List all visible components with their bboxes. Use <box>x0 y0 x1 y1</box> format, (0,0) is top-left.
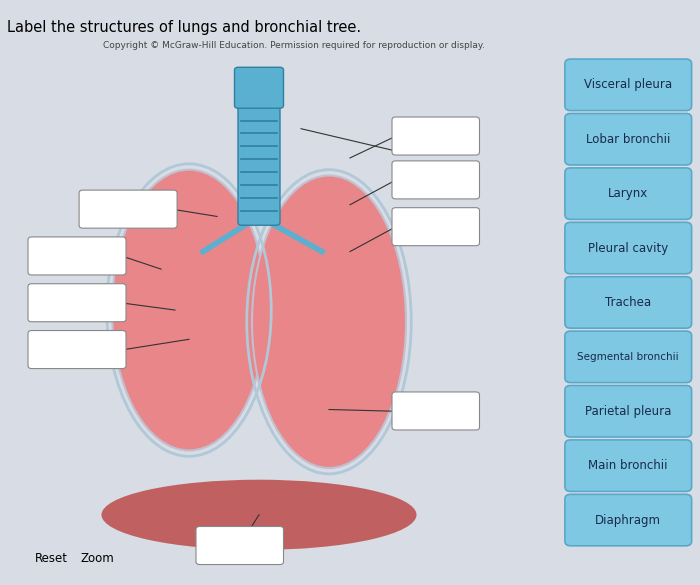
Ellipse shape <box>102 480 416 550</box>
Text: Pleural cavity: Pleural cavity <box>588 242 668 254</box>
Text: Zoom: Zoom <box>80 552 114 565</box>
FancyBboxPatch shape <box>565 222 692 274</box>
FancyBboxPatch shape <box>565 331 692 383</box>
Ellipse shape <box>112 170 266 450</box>
FancyBboxPatch shape <box>28 284 126 322</box>
Text: Parietal pleura: Parietal pleura <box>585 405 671 418</box>
FancyBboxPatch shape <box>28 237 126 275</box>
FancyBboxPatch shape <box>28 331 126 369</box>
Text: Label the structures of lungs and bronchial tree.: Label the structures of lungs and bronch… <box>7 20 361 36</box>
Text: Lobar bronchii: Lobar bronchii <box>586 133 671 146</box>
Text: Copyright © McGraw-Hill Education. Permission required for reproduction or displ: Copyright © McGraw-Hill Education. Permi… <box>103 41 485 50</box>
FancyBboxPatch shape <box>392 208 480 246</box>
FancyBboxPatch shape <box>565 59 692 111</box>
FancyBboxPatch shape <box>565 494 692 546</box>
FancyBboxPatch shape <box>565 113 692 165</box>
FancyBboxPatch shape <box>392 117 480 155</box>
Text: Segmental bronchii: Segmental bronchii <box>578 352 679 362</box>
FancyBboxPatch shape <box>234 67 284 108</box>
FancyBboxPatch shape <box>79 190 177 228</box>
Text: Diaphragm: Diaphragm <box>595 514 662 526</box>
Text: Reset: Reset <box>35 552 68 565</box>
Text: Main bronchii: Main bronchii <box>589 459 668 472</box>
FancyBboxPatch shape <box>565 168 692 219</box>
FancyBboxPatch shape <box>392 161 480 199</box>
FancyBboxPatch shape <box>392 392 480 430</box>
FancyBboxPatch shape <box>565 386 692 437</box>
Text: Larynx: Larynx <box>608 187 648 200</box>
Ellipse shape <box>252 176 406 468</box>
FancyBboxPatch shape <box>238 91 280 225</box>
FancyBboxPatch shape <box>196 526 284 565</box>
FancyBboxPatch shape <box>565 277 692 328</box>
Text: Visceral pleura: Visceral pleura <box>584 78 672 91</box>
FancyBboxPatch shape <box>565 440 692 491</box>
Text: Trachea: Trachea <box>606 296 651 309</box>
